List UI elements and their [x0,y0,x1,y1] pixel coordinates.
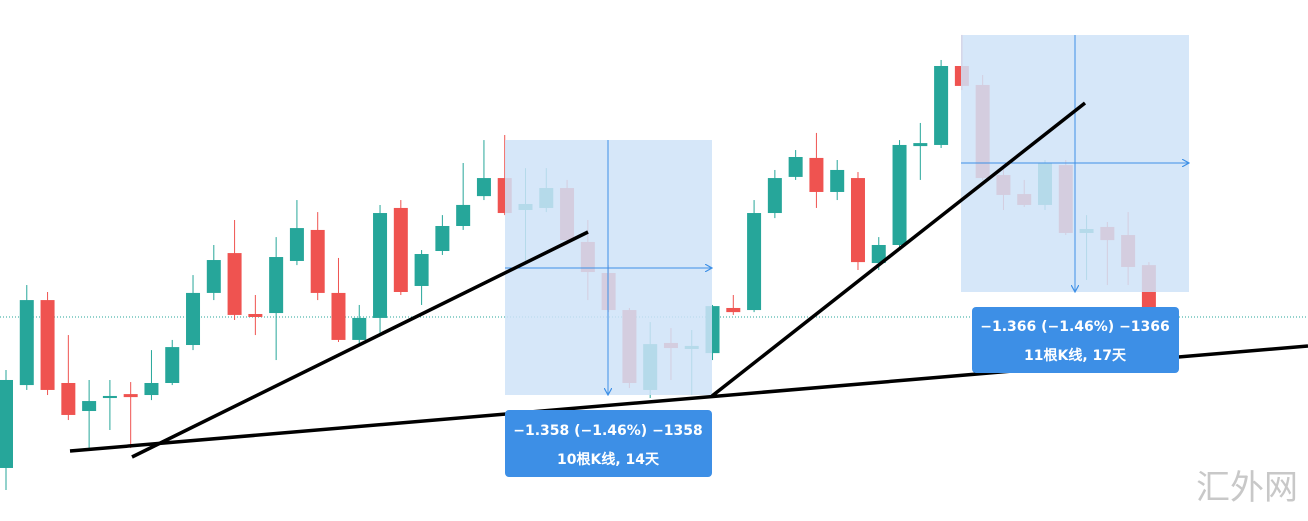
candle-body [809,157,824,192]
candle-body [82,401,97,412]
candle-body [289,228,304,261]
candle-body [102,395,117,399]
trend-line [131,230,589,459]
candle-body [61,382,76,415]
candle-body [726,307,741,313]
trend-line [710,101,1087,398]
candle-body [40,300,55,390]
measure-change: −1.358 (−1.46%) −1358 [513,423,703,439]
candle-body [0,379,13,468]
candle-body [373,213,388,318]
candle-body [393,207,408,292]
candle-body [830,169,845,192]
candle-body [165,347,180,383]
candle-body [310,229,325,293]
candle-body [456,204,471,226]
candle-body [186,292,201,346]
candle-body [871,244,886,264]
candle-body [352,317,367,340]
measure-span: 10根K线, 14天 [557,451,660,468]
candle-body [19,300,34,386]
candle-body [767,178,782,214]
candle-body [331,292,346,340]
candle-body [892,144,907,245]
candle-body [934,65,949,145]
measure-label [972,307,1179,373]
candle-body [206,260,221,293]
measure-span: 11根K线, 17天 [1024,347,1127,364]
measure-label [505,410,712,477]
candle-body [123,394,138,398]
candle-body [414,254,429,286]
candle-body [913,143,928,147]
candle-body [248,313,263,317]
measure-change: −1.366 (−1.46%) −1366 [980,319,1170,335]
candle-body [227,253,242,315]
candle-body [850,178,865,263]
watermark: 汇外网 [1196,468,1298,508]
drawings: −1.358 (−1.46%) −1358 10根K线, 14天 −1.366 … [69,35,1308,477]
candle-body [476,178,491,197]
candle-body [269,257,284,314]
candle-body [144,382,159,396]
candle-body [435,225,450,252]
candle-body [788,156,803,177]
candle-body [747,213,762,311]
